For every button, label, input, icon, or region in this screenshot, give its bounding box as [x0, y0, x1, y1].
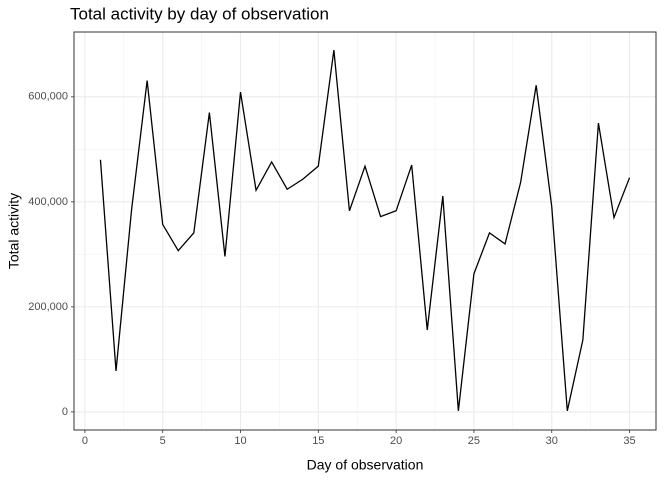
y-tick-label: 400,000	[28, 196, 68, 208]
y-tick-label: 0	[62, 406, 68, 418]
x-tick-label: 5	[160, 435, 166, 447]
x-tick-label: 30	[546, 435, 558, 447]
data-line	[99, 50, 631, 411]
x-axis-title: Day of observation	[307, 457, 424, 473]
x-tick-label: 10	[234, 435, 246, 447]
y-tick-label: 200,000	[28, 301, 68, 313]
x-tick-label: 0	[82, 435, 88, 447]
y-axis-title: Total activity	[6, 193, 22, 269]
chart-title: Total activity by day of observation	[70, 4, 329, 23]
x-tick-label: 25	[468, 435, 480, 447]
x-tick-label: 35	[623, 435, 635, 447]
x-tick-label: 20	[390, 435, 402, 447]
y-tick-label: 600,000	[28, 91, 68, 103]
panel-border	[73, 31, 657, 431]
x-tick-label: 15	[312, 435, 324, 447]
